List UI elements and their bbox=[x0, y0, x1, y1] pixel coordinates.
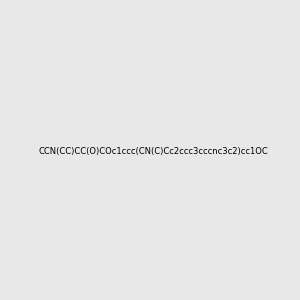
Text: CCN(CC)CC(O)COc1ccc(CN(C)Cc2ccc3cccnc3c2)cc1OC: CCN(CC)CC(O)COc1ccc(CN(C)Cc2ccc3cccnc3c2… bbox=[39, 147, 268, 156]
